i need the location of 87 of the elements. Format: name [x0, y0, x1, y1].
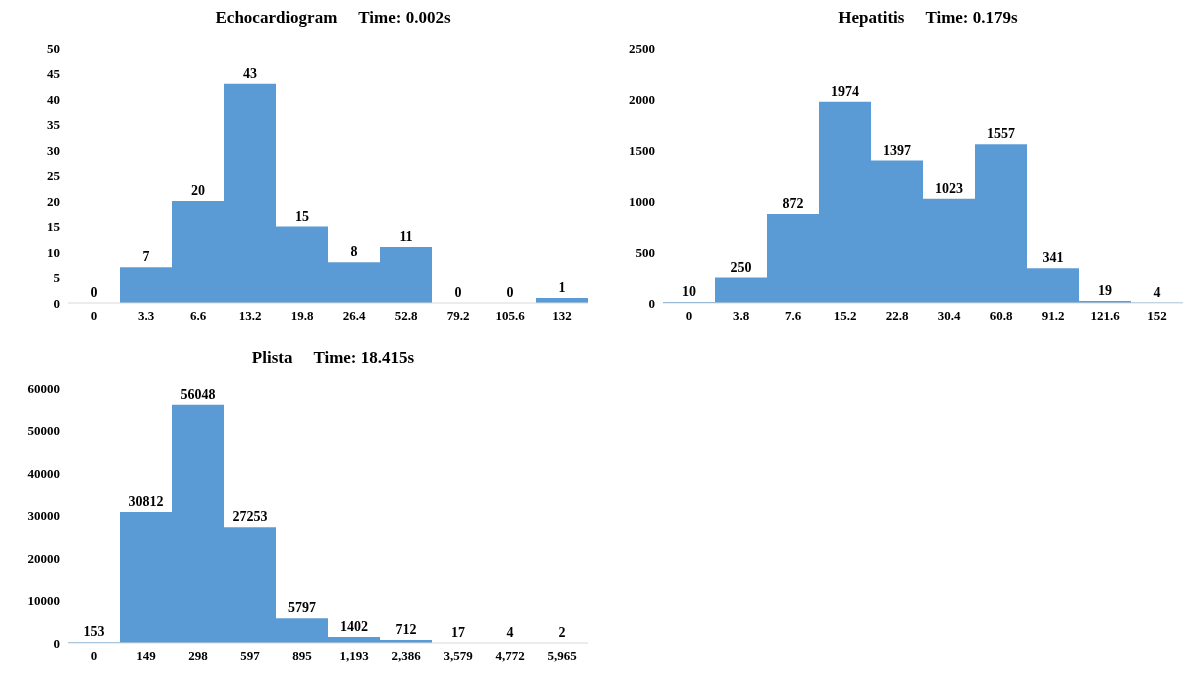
data-label: 872: [782, 196, 804, 212]
data-label: 4: [506, 624, 514, 640]
chart-title: Plista Time: 18.415s: [250, 348, 416, 368]
chart-title: Hepatitis Time: 0.179s: [837, 8, 1019, 28]
data-label: 1023: [935, 180, 963, 196]
x-tick-label: 30.4: [937, 308, 961, 324]
x-tick-label: 3.8: [732, 308, 750, 324]
data-label: 19: [1098, 283, 1112, 299]
data-label: 56048: [180, 386, 216, 402]
x-tick-label: 895: [292, 648, 313, 664]
x-tick-label: 60.8: [989, 308, 1013, 324]
data-label: 7: [142, 249, 150, 265]
x-tick-label: 26.4: [342, 308, 366, 324]
x-tick-label: 0: [90, 648, 98, 664]
y-tick-label: 1000: [629, 193, 655, 209]
data-label: 11: [399, 228, 413, 244]
x-tick-label: 105.6: [495, 308, 526, 324]
data-label: 0: [90, 285, 98, 300]
x-tick-label: 4,772: [495, 648, 525, 664]
x-tick-label: 5,965: [547, 648, 578, 664]
data-label: 250: [730, 259, 752, 275]
x-tick-label: 19.8: [290, 308, 314, 324]
x-tick-label: 7.6: [784, 308, 802, 324]
y-tick-label: 20000: [27, 550, 60, 566]
data-label: 2: [558, 624, 566, 640]
y-tick-label: 40000: [27, 465, 60, 481]
y-tick-label: 2500: [629, 40, 655, 56]
x-tick-label: 3,579: [443, 648, 474, 664]
x-tick-label: 52.8: [394, 308, 418, 324]
data-label: 341: [1042, 250, 1064, 266]
data-label: 0: [506, 285, 514, 300]
data-label: 153: [83, 624, 105, 640]
chart-title: Echocardiogram Time: 0.002s: [214, 8, 452, 28]
x-tick-label: 132: [552, 308, 572, 324]
data-label: 30812: [128, 494, 164, 510]
y-tick-label: 50000: [27, 423, 60, 439]
x-tick-label: 13.2: [238, 308, 262, 324]
x-tick-label: 2,386: [391, 648, 422, 664]
data-label: 1397: [883, 142, 911, 158]
y-tick-label: 45: [47, 66, 61, 82]
data-label: 0: [454, 285, 462, 300]
data-label: 4: [1153, 284, 1161, 300]
x-tick-label: 91.2: [1041, 308, 1065, 324]
data-label: 17: [451, 624, 465, 640]
x-tick-label: 121.6: [1090, 308, 1121, 324]
data-label: 1974: [831, 83, 859, 99]
y-tick-label: 500: [635, 244, 655, 260]
y-tick-label: 40: [47, 91, 60, 107]
y-tick-label: 60000: [27, 380, 60, 396]
x-tick-label: 79.2: [446, 308, 470, 324]
data-label: 15: [295, 208, 309, 224]
x-tick-label: 3.3: [137, 308, 155, 324]
y-tick-label: 20: [47, 193, 60, 209]
x-tick-label: 298: [188, 648, 209, 664]
data-label: 27253: [232, 509, 268, 525]
x-tick-label: 6.6: [189, 308, 207, 324]
y-tick-label: 2000: [629, 91, 655, 107]
x-tick-label: 15.2: [833, 308, 857, 324]
x-tick-label: 597: [240, 648, 261, 664]
x-tick-label: 149: [136, 648, 157, 664]
data-label: 20: [191, 183, 205, 198]
y-tick-label: 15: [47, 219, 61, 235]
y-tick-label: 10: [47, 244, 60, 260]
x-tick-label: 0: [685, 308, 693, 324]
data-label: 1402: [340, 619, 368, 635]
y-tick-label: 25: [47, 168, 61, 184]
data-label: 712: [395, 621, 417, 637]
data-label: 10: [682, 283, 696, 299]
y-tick-label: 1500: [629, 142, 655, 158]
x-tick-label: 22.8: [885, 308, 909, 324]
data-label: 1: [558, 279, 566, 295]
data-label: 5797: [288, 600, 316, 616]
y-tick-label: 30: [47, 142, 60, 158]
data-label: 8: [350, 244, 358, 260]
y-tick-label: 30000: [27, 508, 60, 524]
y-tick-label: 5: [53, 270, 61, 286]
y-tick-label: 0: [53, 635, 60, 651]
x-tick-label: 1,193: [339, 648, 370, 664]
y-tick-label: 10000: [27, 593, 60, 609]
x-tick-label: 152: [1147, 308, 1167, 324]
y-tick-label: 0: [53, 295, 60, 311]
y-tick-label: 50: [47, 40, 60, 56]
x-tick-label: 0: [90, 308, 98, 324]
y-tick-label: 0: [648, 295, 655, 311]
data-label: 43: [243, 65, 257, 81]
data-label: 1557: [987, 126, 1015, 142]
y-tick-label: 35: [47, 117, 61, 133]
